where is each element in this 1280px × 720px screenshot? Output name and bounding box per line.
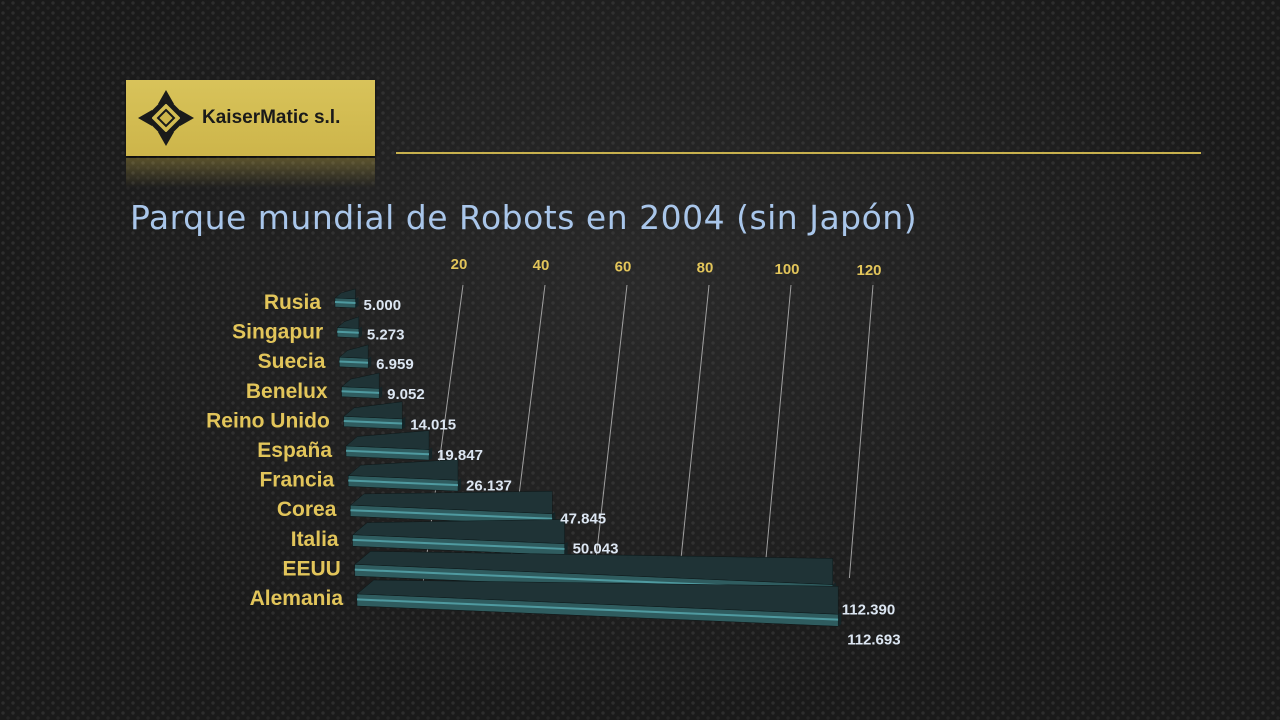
category-labels: Rusia Singapur Suecia Benelux Reino Unido Esp… <box>206 291 343 610</box>
category-label: España <box>257 439 332 462</box>
value-label: 5.273 <box>367 326 405 343</box>
bar-end-cap <box>429 447 433 461</box>
chart-gridlines <box>421 284 874 589</box>
bar-highlight <box>337 330 359 334</box>
bar-end-cap <box>358 326 362 338</box>
bar-reino-unido <box>343 401 406 430</box>
category-label: Rusia <box>264 291 322 314</box>
value-label: 9.052 <box>387 386 425 403</box>
bar-suecia <box>338 344 372 369</box>
bar-highlight <box>350 509 553 520</box>
x-tick-label-60: 60 <box>615 258 632 275</box>
bar-francia <box>347 459 462 492</box>
bar-españa <box>345 430 433 461</box>
x-tick-label-120: 120 <box>856 262 881 279</box>
bar-italia <box>351 519 568 556</box>
value-label: 112.693 <box>847 631 900 648</box>
bar-singapur <box>336 316 362 339</box>
category-label: Singapur <box>232 321 323 344</box>
bar-end-cap <box>458 478 462 492</box>
category-label: Corea <box>277 498 337 521</box>
category-label: Suecia <box>258 350 326 373</box>
gridline-80 <box>678 284 710 583</box>
bar-alemania <box>356 579 842 627</box>
bar-top-face <box>338 344 369 359</box>
bar-end-cap <box>379 386 383 399</box>
chart-bars <box>334 288 842 627</box>
value-label: 26.137 <box>466 478 512 495</box>
bar-benelux <box>340 372 383 399</box>
bar-end-cap <box>838 612 842 627</box>
category-label: Alemania <box>250 587 344 610</box>
x-tick-label-40: 40 <box>533 257 550 274</box>
category-label: EEUU <box>282 557 340 580</box>
value-labels: 5.000 5.273 6.959 9.052 14.015 19.847 26.137 47… <box>364 297 901 649</box>
value-label: 19.847 <box>437 447 483 464</box>
x-tick-label-80: 80 <box>697 260 714 277</box>
category-label: Italia <box>291 528 339 551</box>
bar-highlight <box>339 360 369 364</box>
bar-highlight <box>356 598 839 621</box>
bar-highlight <box>343 419 403 425</box>
bar-highlight <box>341 390 380 394</box>
header-divider <box>396 152 1201 154</box>
bar-top-face <box>343 401 403 420</box>
value-label: 14.015 <box>410 417 456 434</box>
x-tick-label-100: 100 <box>774 261 799 278</box>
bar-top-face <box>336 316 360 329</box>
bar-highlight <box>334 301 356 304</box>
value-label: 47.845 <box>560 510 606 527</box>
category-label: Reino Unido <box>206 409 330 432</box>
bar-highlight <box>345 449 430 456</box>
bar-top-face <box>334 288 356 300</box>
value-label: 50.043 <box>573 540 619 557</box>
x-axis-ticks: 20 40 60 80 100 120 <box>451 256 882 279</box>
bar-end-cap <box>564 541 568 556</box>
bar-top-face <box>340 372 380 389</box>
bar-rusia <box>334 288 359 309</box>
value-label: 5.000 <box>364 297 402 314</box>
gridline-60 <box>592 284 628 585</box>
category-label: Francia <box>259 469 334 492</box>
bar-end-cap <box>355 296 359 308</box>
category-label: Benelux <box>246 380 328 403</box>
value-label: 6.959 <box>376 356 414 373</box>
page-title: Parque mundial de Robots en 2004 (sin Ja… <box>130 198 918 237</box>
diamond-arrows-icon <box>138 90 194 146</box>
gridline-100 <box>763 284 792 581</box>
logo-text: KaiserMatic s.l. <box>202 107 341 128</box>
value-label: 112.390 <box>842 602 895 619</box>
x-tick-label-20: 20 <box>451 256 468 273</box>
bar-highlight <box>348 479 459 487</box>
bar-end-cap <box>368 356 372 369</box>
bar-highlight <box>352 538 565 550</box>
bar-end-cap <box>402 416 406 430</box>
logo-reflection <box>126 158 375 188</box>
company-logo: KaiserMatic s.l. <box>126 80 375 156</box>
gridline-120 <box>848 284 874 579</box>
